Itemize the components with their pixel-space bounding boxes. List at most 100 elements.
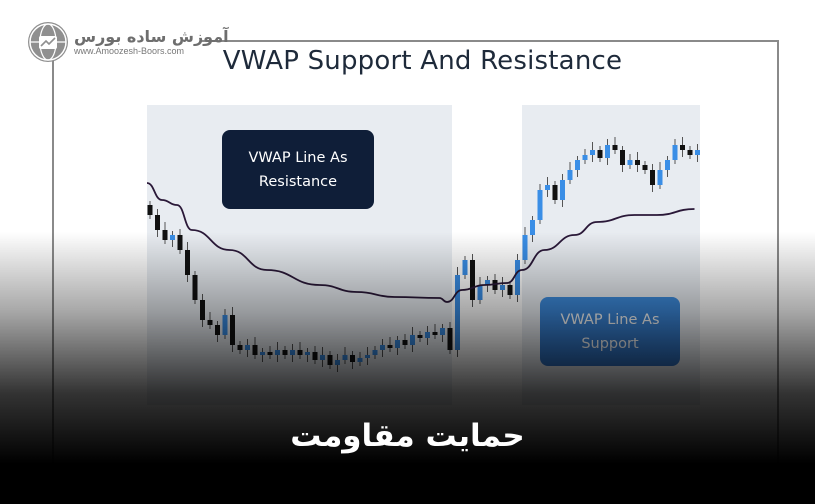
candle [590, 142, 595, 162]
candle-body [455, 275, 460, 350]
candle-body [365, 355, 370, 358]
candle [552, 181, 558, 204]
candle [342, 347, 348, 364]
candle [432, 324, 438, 339]
resistance-label: VWAP Line As Resistance [222, 130, 374, 209]
candle-body [582, 155, 588, 160]
candle [185, 242, 190, 282]
candle-body [665, 160, 670, 170]
candle [575, 156, 580, 177]
candle [440, 324, 445, 342]
candle [282, 346, 288, 359]
candle [372, 346, 378, 359]
candle-body [672, 145, 678, 160]
candle-body [372, 350, 378, 355]
candle-body [447, 328, 453, 350]
candle-body [245, 345, 250, 350]
candle [635, 152, 640, 172]
candle-body [462, 260, 468, 275]
candle-body [627, 160, 633, 165]
candle [582, 149, 588, 164]
candle [425, 326, 430, 345]
candle [162, 222, 168, 244]
candle [320, 347, 325, 367]
candle [177, 229, 183, 254]
candle-body [162, 230, 168, 240]
candle-body [237, 345, 243, 350]
candle-body [695, 150, 700, 155]
candle [500, 277, 505, 297]
candle-body [350, 355, 355, 362]
candle [530, 216, 535, 242]
candle [170, 231, 175, 247]
candle-body [192, 275, 198, 300]
candle [597, 146, 603, 162]
candle-body [267, 352, 273, 355]
candle [357, 352, 363, 366]
candle [567, 162, 573, 184]
candle-body [597, 150, 603, 158]
candle [627, 154, 633, 169]
candle-body [425, 332, 430, 338]
support-label-line2: Support [581, 335, 639, 352]
candle [402, 334, 408, 349]
candle [455, 267, 460, 357]
candle [612, 137, 618, 154]
candle [515, 254, 520, 302]
candle-body [507, 285, 513, 295]
candle [447, 322, 453, 354]
candle [237, 341, 243, 354]
candle [477, 277, 483, 304]
candle [620, 146, 625, 172]
candle-body [275, 350, 280, 355]
candle-body [470, 260, 475, 300]
resistance-label-line1: VWAP Line As [248, 149, 348, 166]
candle [470, 254, 475, 307]
candle-body [657, 170, 663, 185]
candle [245, 339, 250, 357]
candle [365, 347, 370, 365]
candle-body [380, 345, 385, 350]
candle-body [680, 145, 685, 150]
candle-body [387, 345, 393, 348]
candle-body [605, 145, 610, 158]
candle-body [200, 300, 205, 320]
candle-body [522, 235, 528, 260]
candle [230, 307, 235, 352]
candle-body [147, 205, 153, 215]
candle [305, 348, 310, 362]
candle [207, 312, 213, 329]
candle-body [177, 235, 183, 250]
candle-body [560, 180, 565, 200]
candle [275, 342, 280, 362]
candle-body [545, 185, 550, 190]
candle [155, 209, 160, 237]
candle-body [552, 185, 558, 200]
candle-body [575, 160, 580, 170]
candle [350, 351, 355, 369]
candle-body [567, 170, 573, 180]
candle [545, 177, 550, 197]
resistance-label-line2: Resistance [258, 173, 338, 190]
candle-body [155, 215, 160, 230]
candle [215, 321, 220, 342]
candle [650, 164, 655, 192]
candle [605, 139, 610, 165]
candle [695, 144, 700, 162]
candle [380, 339, 385, 357]
candle-body [432, 332, 438, 335]
candle [395, 336, 400, 355]
support-label: VWAP Line As Support [540, 297, 680, 366]
candle-body [477, 285, 483, 300]
candle-body [320, 355, 325, 360]
candle-body [290, 350, 295, 355]
candle [657, 162, 663, 189]
candle-body [327, 355, 333, 365]
candle-body [410, 335, 415, 345]
candle [560, 174, 565, 207]
candle-body [402, 340, 408, 345]
candle [147, 201, 153, 219]
candle-body [642, 165, 648, 170]
candle-body [357, 358, 363, 362]
candle-body [282, 350, 288, 355]
